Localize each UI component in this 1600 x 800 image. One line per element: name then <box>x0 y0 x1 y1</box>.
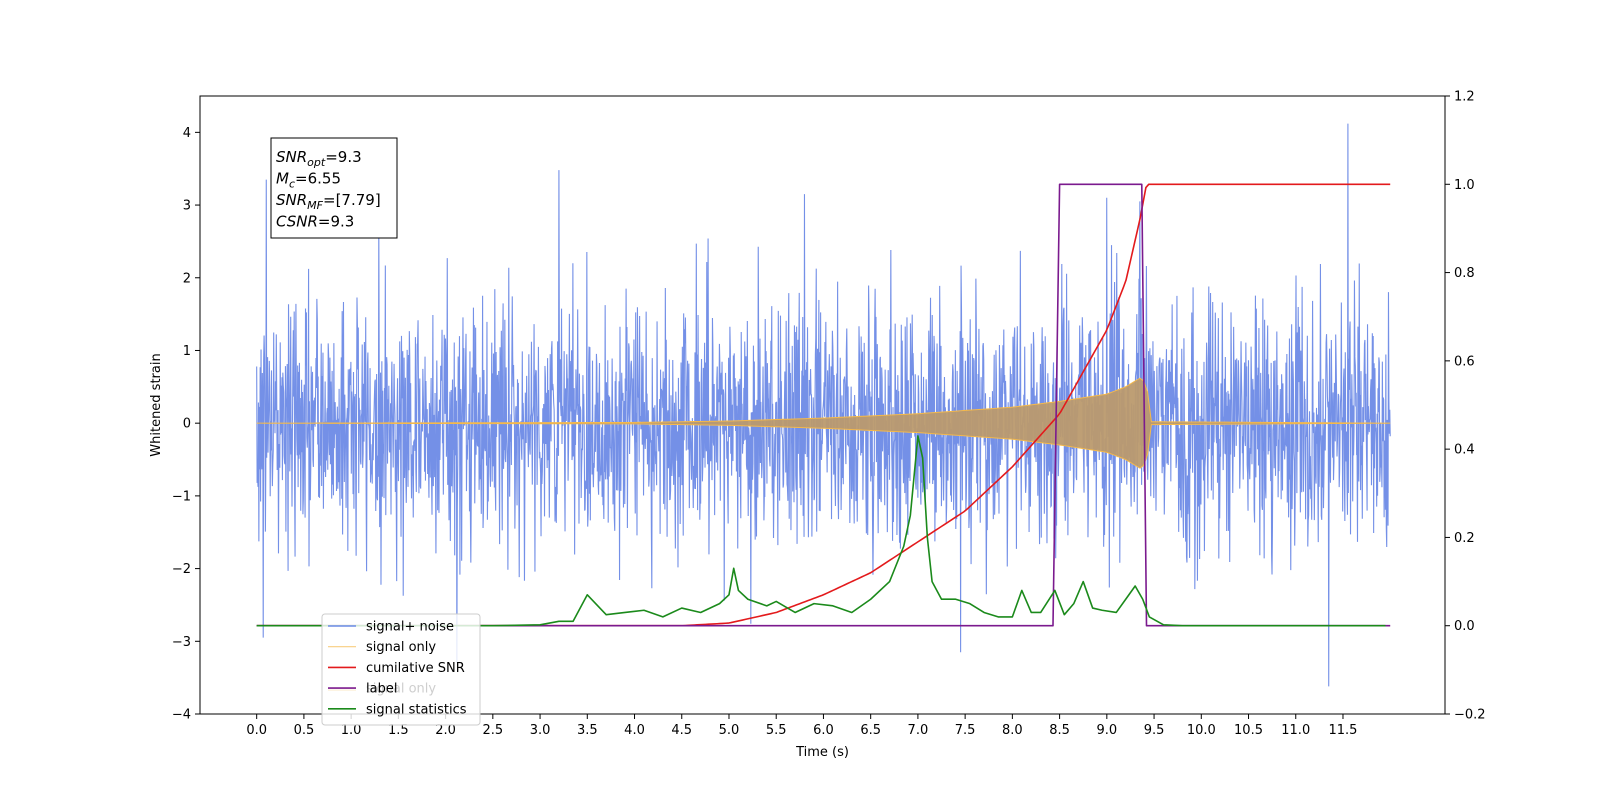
legend-entry-label: label <box>366 682 397 697</box>
x-tick-label: 8.5 <box>1049 723 1070 738</box>
x-tick-label: 7.5 <box>955 723 976 738</box>
y2-tick-label: 1.0 <box>1454 178 1475 193</box>
x-tick-label: 0.5 <box>294 723 315 738</box>
series-signal-statistics-line <box>256 435 1386 627</box>
legend-entry-label: signal+ noise <box>366 620 454 635</box>
annotation-frame <box>270 137 398 239</box>
x-tick-label: 10.5 <box>1234 723 1263 738</box>
x-tick-label: 5.5 <box>766 723 787 738</box>
x-axis-label: Time (s) <box>795 745 849 760</box>
y-tick-label: 0 <box>183 417 191 432</box>
y-tick-label: −2 <box>172 562 191 577</box>
x-tick-label: 11.5 <box>1329 723 1358 738</box>
y-tick-label: −4 <box>172 708 191 723</box>
y-axis-right: −0.2 0.0 0.2 0.4 0.6 0.8 1.0 1.2 <box>1445 90 1486 723</box>
y-tick-label: 4 <box>183 126 191 141</box>
x-tick-label: 2.0 <box>435 723 456 738</box>
series-layer <box>256 123 1391 687</box>
x-tick-label: 9.0 <box>1096 723 1117 738</box>
y-tick-label: −1 <box>172 489 191 504</box>
series-signal-noise-line <box>256 123 1391 687</box>
x-tick-label: 0.0 <box>246 723 267 738</box>
y-tick-label: −3 <box>172 635 191 650</box>
y2-tick-label: 0.2 <box>1454 531 1475 546</box>
legend-entry-label: signal only <box>366 640 436 655</box>
y-tick-label: 2 <box>183 271 191 286</box>
y2-tick-label: 1.2 <box>1454 90 1475 105</box>
series-signal-only-area <box>256 377 1391 469</box>
y-tick-label: 3 <box>183 199 191 214</box>
legend-entry-label: cumilative SNR <box>366 661 465 676</box>
y2-tick-label: 0.4 <box>1454 443 1475 458</box>
x-axis: 0.0 0.5 1.0 1.5 2.0 2.5 3.0 3.5 4.0 4.5 5.0 5.5 6.0 6… <box>246 714 1357 738</box>
x-tick-label: 1.5 <box>388 723 409 738</box>
y2-tick-label: −0.2 <box>1454 708 1486 723</box>
legend: signal+ noise signal only cumilative SNR si… <box>321 613 481 726</box>
plot-frame <box>199 95 1446 715</box>
x-tick-label: 10.0 <box>1187 723 1216 738</box>
annotation-line: SNRopt=9.3 <box>276 148 362 169</box>
x-tick-label: 8.0 <box>1002 723 1023 738</box>
x-tick-label: 6.5 <box>860 723 881 738</box>
x-tick-label: 7.0 <box>908 723 929 738</box>
plot-area <box>199 95 1446 715</box>
x-tick-label: 6.0 <box>813 723 834 738</box>
x-tick-label: 11.0 <box>1281 723 1310 738</box>
x-tick-label: 4.5 <box>671 723 692 738</box>
x-tick-label: 1.0 <box>341 723 362 738</box>
legend-entry-label: signal statistics <box>366 702 467 717</box>
x-tick-label: 3.5 <box>577 723 598 738</box>
x-tick-label: 4.0 <box>624 723 645 738</box>
y2-tick-label: 0.6 <box>1454 354 1475 369</box>
legend-hidden-entry-label: signal only <box>366 682 436 697</box>
annotation-line: SNRMF=[7.79] <box>276 191 381 212</box>
x-tick-label: 5.0 <box>719 723 740 738</box>
y2-tick-label: 0.0 <box>1454 619 1475 634</box>
legend-frame <box>321 613 481 726</box>
y2-tick-label: 0.8 <box>1454 266 1475 281</box>
x-tick-label: 9.5 <box>1144 723 1165 738</box>
y-axis-label: Whitened strain <box>149 353 164 456</box>
annotation-line: Mc=6.55 <box>276 170 341 191</box>
y-axis-left: −4 −3 −2 −1 0 1 2 3 4 <box>172 126 200 723</box>
x-tick-label: 3.0 <box>530 723 551 738</box>
y-tick-label: 1 <box>183 344 191 359</box>
x-tick-label: 2.5 <box>482 723 503 738</box>
annotation-line: CSNR=9.3 <box>276 213 354 231</box>
